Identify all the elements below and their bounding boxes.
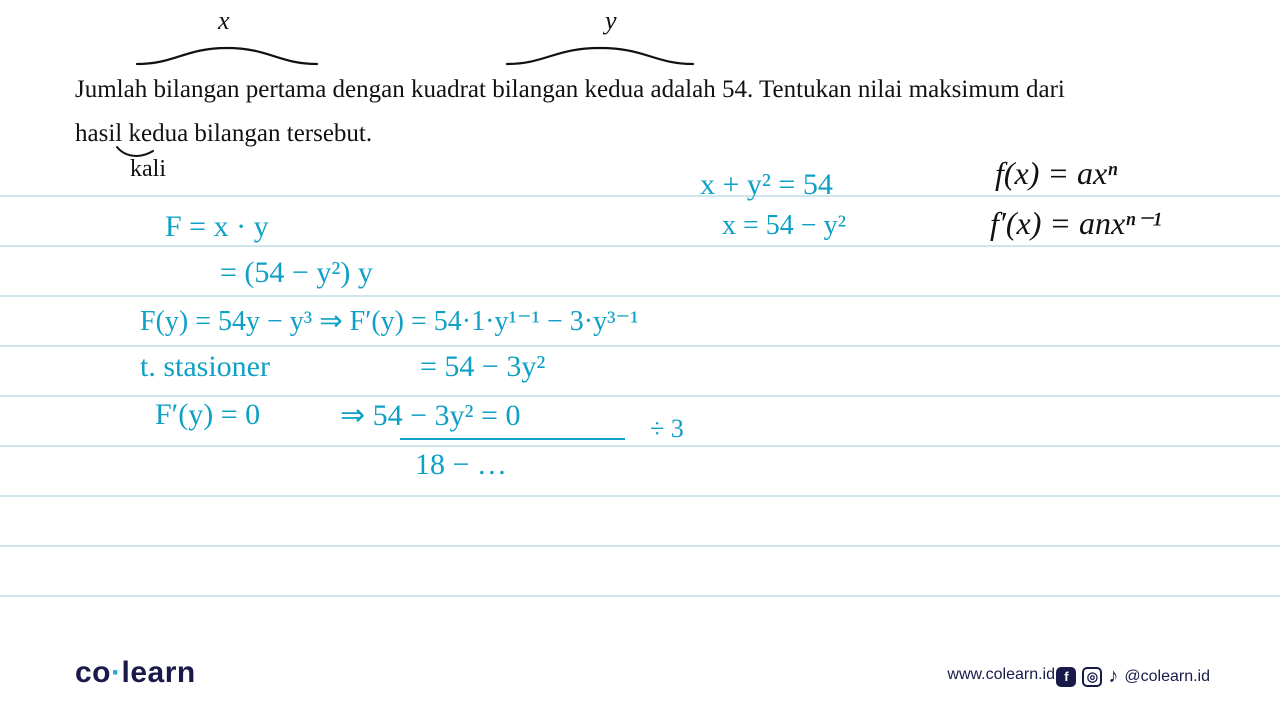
logo-learn: learn (122, 656, 196, 689)
given-eq1: x + y² = 54 (700, 168, 833, 202)
whiteboard-stage: x y Jumlah bilangan pertama dengan kuadr… (0, 0, 1280, 720)
work-line-5a: F′(y) = 0 (155, 398, 260, 432)
work-line-4a: t. stasioner (140, 350, 270, 384)
annotation-kali: kali (130, 156, 166, 183)
problem-line-1: Jumlah bilangan pertama dengan kuadrat b… (75, 76, 1065, 103)
ruled-line (0, 295, 1280, 297)
work-line-5b: ⇒ 54 − 3y² = 0 (340, 398, 520, 433)
logo-dot-icon: · (111, 656, 122, 689)
brace-x-label: x (218, 6, 230, 36)
ruled-line (0, 395, 1280, 397)
footer-handle: @colearn.id (1124, 668, 1210, 686)
ruled-line (0, 195, 1280, 197)
instagram-icon: ◎ (1082, 667, 1102, 687)
ruled-line (0, 595, 1280, 597)
logo-co: co (75, 656, 111, 689)
work-line-1: F = x · y (165, 210, 269, 244)
given-eq2: x = 54 − y² (722, 210, 846, 242)
division-line-icon (400, 438, 625, 440)
brand-logo: co·learn (75, 656, 196, 690)
ruled-line (0, 345, 1280, 347)
tiktok-icon: ♪ (1108, 665, 1118, 688)
brace-y-icon (505, 38, 695, 68)
ruled-line (0, 245, 1280, 247)
brace-x-icon (135, 38, 320, 68)
facebook-icon: f (1056, 667, 1076, 687)
power-rule-dfn: f′(x) = anxⁿ⁻¹ (990, 204, 1162, 242)
power-rule-fn: f(x) = axⁿ (995, 155, 1117, 192)
ruled-line (0, 545, 1280, 547)
work-line-6: 18 − … (415, 448, 507, 482)
work-line-2: = (54 − y²) y (220, 256, 373, 290)
work-line-3: F(y) = 54y − y³ ⇒ F′(y) = 54·1·y¹⁻¹ − 3·… (140, 304, 639, 338)
problem-text: Jumlah bilangan pertama dengan kuadrat b… (75, 68, 1220, 156)
footer-url: www.colearn.id (947, 666, 1055, 684)
brace-y-label: y (605, 6, 617, 36)
work-line-5c: ÷ 3 (650, 414, 684, 444)
footer: co·learn www.colearn.id f ◎ ♪ @colearn.i… (0, 650, 1280, 690)
ruled-line (0, 445, 1280, 447)
problem-line-2: hasil kedua bilangan tersebut. (75, 120, 372, 147)
footer-socials: f ◎ ♪ @colearn.id (1056, 665, 1210, 688)
ruled-line (0, 495, 1280, 497)
work-line-4b: = 54 − 3y² (420, 350, 545, 384)
